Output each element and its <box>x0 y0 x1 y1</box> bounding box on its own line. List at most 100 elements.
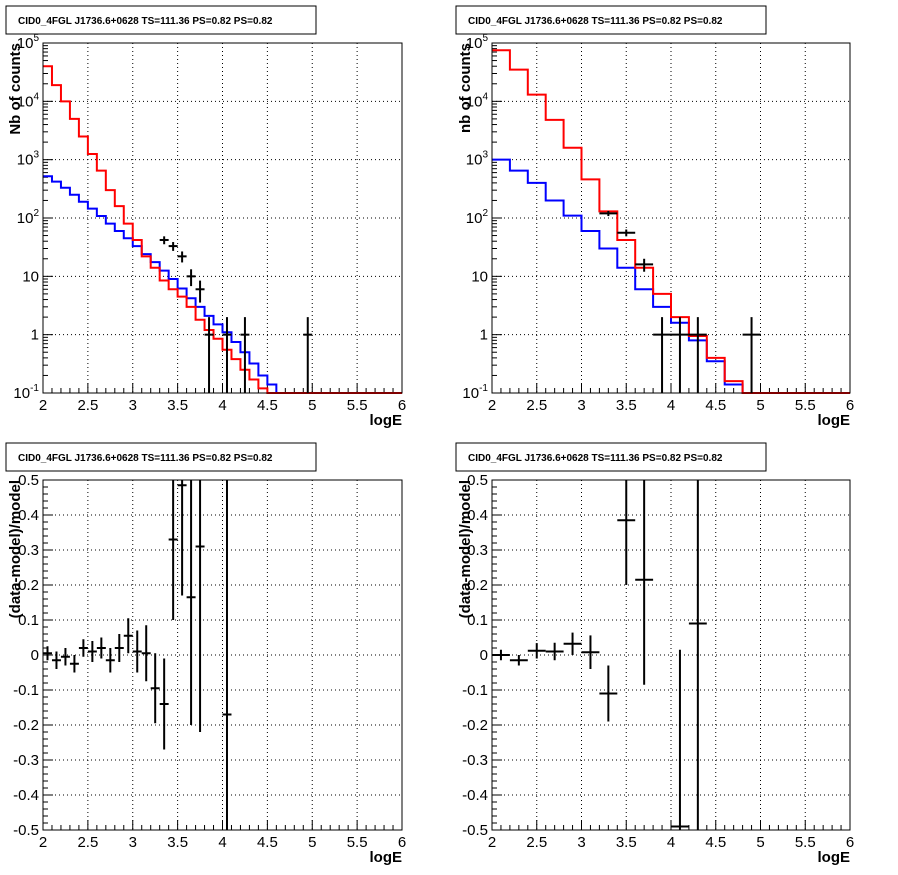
y-tick-label: 10 <box>22 268 39 285</box>
x-tick-label: 3.5 <box>167 397 188 414</box>
data-point <box>653 317 671 393</box>
data-point <box>303 317 313 393</box>
data-point <box>635 258 654 272</box>
y-tick-label: 0.2 <box>467 577 488 594</box>
chart-panel-bl: CID0_4FGL J1736.6+0628 TS=111.36 PS=0.82… <box>5 442 406 866</box>
x-tick-label: 4 <box>667 397 675 414</box>
y-tick-label: 0.4 <box>18 507 39 524</box>
data-point <box>177 480 187 596</box>
y-tick-label: 0.2 <box>18 577 39 594</box>
x-tick-label: 3 <box>129 397 137 414</box>
y-tick-label: -0.2 <box>13 717 39 734</box>
y-tick-label: -0.4 <box>462 787 488 804</box>
x-tick-label: 3 <box>577 834 585 851</box>
data-point <box>114 634 124 662</box>
data-point <box>599 210 618 217</box>
y-tick-label: -0.3 <box>462 752 488 769</box>
x-tick-label: 4 <box>218 397 226 414</box>
data-point <box>69 655 79 673</box>
x-tick-label: 6 <box>846 834 854 851</box>
x-tick-label: 4.5 <box>257 834 278 851</box>
x-tick-label: 5.5 <box>347 397 368 414</box>
x-tick-label: 6 <box>398 397 406 414</box>
x-tick-label: 6 <box>398 834 406 851</box>
data-point <box>635 480 654 685</box>
x-axis-label: logE <box>370 849 403 866</box>
data-point <box>87 641 97 662</box>
chart-panel-tr: CID0_4FGL J1736.6+0628 TS=111.36 PS=0.82… <box>455 5 854 429</box>
x-tick-label: 2 <box>488 397 496 414</box>
y-tick-label: 1 <box>480 327 488 344</box>
y-tick-label: 0.1 <box>467 612 488 629</box>
x-tick-label: 5.5 <box>347 834 368 851</box>
x-tick-label: 3.5 <box>616 834 637 851</box>
y-tick-label: -0.2 <box>462 717 488 734</box>
chart-title-box <box>5 5 317 35</box>
x-tick-label: 6 <box>846 397 854 414</box>
x-tick-label: 3.5 <box>616 397 637 414</box>
x-tick-label: 5.5 <box>795 834 816 851</box>
y-tick-label: 104 <box>466 91 489 110</box>
x-tick-label: 2 <box>488 834 496 851</box>
data-point <box>195 280 205 303</box>
data-point <box>742 317 761 393</box>
y-tick-label: 105 <box>466 33 489 52</box>
data-point <box>617 480 636 585</box>
data-point <box>60 648 70 666</box>
data-point <box>222 317 232 393</box>
data-point <box>78 639 88 657</box>
x-tick-label: 5 <box>308 397 316 414</box>
y-tick-label: 0 <box>31 647 39 664</box>
x-tick-label: 4.5 <box>257 397 278 414</box>
y-axis-label: (data-model)/model <box>7 480 24 618</box>
data-point <box>581 635 600 669</box>
x-tick-label: 2.5 <box>77 834 98 851</box>
data-point <box>492 649 510 661</box>
data-point <box>240 317 250 393</box>
histogram-series-0 <box>43 175 402 394</box>
x-tick-label: 2.5 <box>77 397 98 414</box>
chart-title: CID0_4FGL J1736.6+0628 TS=111.36 PS=0.82… <box>468 453 723 464</box>
y-axis-label: (data-model)/model <box>457 480 474 618</box>
chart-title-box <box>5 442 317 472</box>
x-tick-label: 3 <box>129 834 137 851</box>
x-tick-label: 5 <box>756 397 764 414</box>
data-point <box>177 251 187 263</box>
data-point <box>671 649 689 830</box>
y-tick-label: 10-1 <box>13 383 39 402</box>
x-tick-label: 5 <box>756 834 764 851</box>
data-point <box>150 653 160 724</box>
y-tick-label: 103 <box>17 150 40 169</box>
data-point <box>168 480 178 620</box>
y-tick-label: -0.1 <box>462 682 488 699</box>
y-tick-label: 103 <box>466 150 489 169</box>
chart-title-box <box>455 442 767 472</box>
data-point <box>204 317 214 393</box>
data-point <box>159 658 169 750</box>
data-point <box>617 229 636 237</box>
y-tick-label: 1 <box>31 327 39 344</box>
data-point <box>168 242 178 251</box>
chart-title: CID0_4FGL J1736.6+0628 TS=111.36 PS=0.82… <box>18 16 273 27</box>
y-tick-label: 102 <box>466 208 489 227</box>
data-point <box>123 618 133 654</box>
x-tick-label: 3.5 <box>167 834 188 851</box>
y-tick-label: 0 <box>480 647 488 664</box>
x-tick-label: 3 <box>577 397 585 414</box>
x-axis-label: logE <box>818 412 851 429</box>
y-tick-label: 104 <box>17 91 40 110</box>
plot-frame <box>491 42 851 394</box>
data-point <box>51 651 61 669</box>
y-axis-label: nb of counts <box>457 43 474 133</box>
data-point <box>563 632 582 655</box>
plot-frame <box>491 479 851 831</box>
data-point <box>195 480 205 732</box>
data-point <box>509 655 528 666</box>
y-axis-label: Nb of counts <box>7 43 24 135</box>
y-tick-label: 0.1 <box>18 612 39 629</box>
y-tick-label: -0.1 <box>13 682 39 699</box>
data-point <box>527 643 546 659</box>
plot-frame <box>42 479 403 831</box>
y-tick-label: 10-1 <box>462 383 488 402</box>
